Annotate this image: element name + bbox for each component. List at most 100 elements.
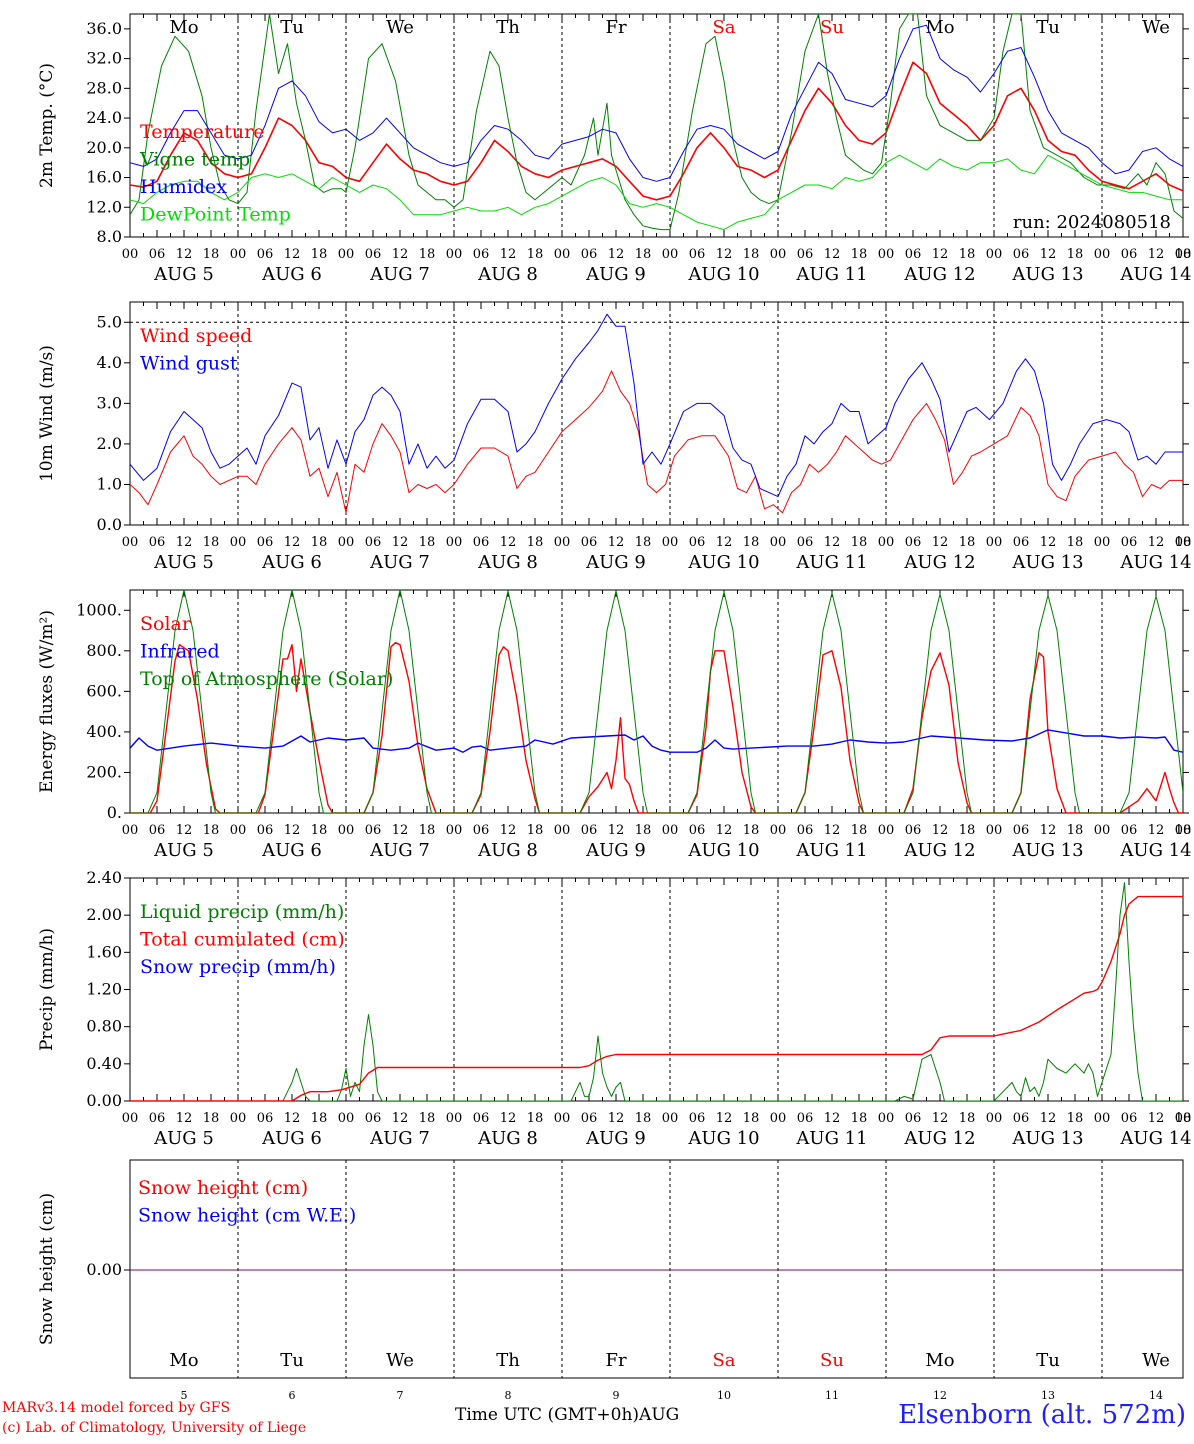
flux-date-label: AUG 14 <box>1119 840 1191 861</box>
temp-hour-label: 06 <box>797 247 814 262</box>
wind-hour-label: 00 <box>770 535 787 550</box>
snow-date-label: 6 <box>289 1389 296 1402</box>
temp-hour-label: 06 <box>905 247 922 262</box>
wind-date-label: AUG 6 <box>261 552 322 573</box>
wind-ylabel: 10m Wind (m/s) <box>37 345 57 482</box>
snow-day-label: We <box>386 1350 414 1371</box>
temp-hour-label: 18 <box>203 247 220 262</box>
flux-hour-label: 00 <box>878 823 895 838</box>
precip-legend-item: Snow precip (mm/h) <box>140 956 336 978</box>
precip-hour-label: 18 <box>1067 1111 1084 1126</box>
wind-hour-label: 06 <box>1121 535 1138 550</box>
precip-ytick-label: 0.80 <box>86 1017 122 1036</box>
precip-hour-label: 06 <box>365 1111 382 1126</box>
precip-hour-label: 00 <box>446 1111 463 1126</box>
flux-hour-label: 06 <box>1121 823 1138 838</box>
snow-day-label: Sa <box>712 1350 735 1371</box>
precip-hour-label: 00 <box>554 1111 571 1126</box>
flux-hour-label: 18 <box>1175 823 1192 838</box>
snow-date-label: 9 <box>613 1389 620 1402</box>
precip-hour-label: 00 <box>662 1111 679 1126</box>
wind-frame <box>129 301 1184 526</box>
flux-hour-label: 12 <box>824 823 841 838</box>
temp-hour-label: 12 <box>392 247 409 262</box>
flux-ytick-label: 800. <box>86 641 122 660</box>
snow-day-label: Mo <box>169 1350 198 1371</box>
snow-day-label: Tu <box>280 1350 304 1371</box>
snow-date-label: 12 <box>933 1389 947 1402</box>
flux-hour-label: 06 <box>581 823 598 838</box>
flux-legend-item: Solar <box>140 613 192 635</box>
wind-hour-label: 00 <box>338 535 355 550</box>
flux-ytick-label: 1000. <box>76 600 122 619</box>
wind-date-label: AUG 9 <box>585 552 646 573</box>
snow-date-label: 11 <box>825 1389 839 1402</box>
precip-series-line <box>130 882 1183 1101</box>
temp-date-label: AUG 14 <box>1119 264 1191 285</box>
temp-hour-label: 12 <box>176 247 193 262</box>
wind-hour-label: 06 <box>257 535 274 550</box>
wind-hour-label: 06 <box>581 535 598 550</box>
precip-hour-label: 12 <box>824 1111 841 1126</box>
temp-date-label: AUG 5 <box>153 264 214 285</box>
wind-hour-label: 12 <box>500 535 517 550</box>
temp-hour-label: 18 <box>635 247 652 262</box>
precip-date-label: AUG 13 <box>1011 1128 1083 1149</box>
wind-date-label: AUG 12 <box>903 552 975 573</box>
wind-hour-label: 12 <box>1040 535 1057 550</box>
wind-date-label: AUG 14 <box>1119 552 1191 573</box>
precip-date-label: AUG 5 <box>153 1128 214 1149</box>
flux-ylabel: Energy fluxes (W/m²) <box>37 610 57 793</box>
flux-hour-label: 00 <box>1175 823 1192 838</box>
temp-day-label: Th <box>496 17 520 38</box>
temp-day-label: Su <box>820 17 844 38</box>
precip-hour-label: 00 <box>230 1111 247 1126</box>
wind-date-label: AUG 7 <box>369 552 430 573</box>
snow-day-label: Fr <box>605 1350 626 1371</box>
flux-hour-label: 00 <box>122 823 139 838</box>
wind-hour-label: 12 <box>392 535 409 550</box>
flux-hour-label: 06 <box>257 823 274 838</box>
temp-series-line <box>130 154 1183 231</box>
wind-ytick-label: 3.0 <box>97 393 122 412</box>
precip-date-label: AUG 6 <box>261 1128 322 1149</box>
wind-date-label: AUG 5 <box>153 552 214 573</box>
wind-date-label: AUG 8 <box>477 552 538 573</box>
wind-hour-label: 00 <box>122 535 139 550</box>
temp-date-label: AUG 7 <box>369 264 430 285</box>
precip-hour-label: 12 <box>284 1111 301 1126</box>
wind-hour-label: 06 <box>905 535 922 550</box>
temp-hour-label: 00 <box>122 247 139 262</box>
wind-legend-item: Wind gust <box>140 353 238 375</box>
precip-ytick-label: 1.20 <box>86 980 122 999</box>
temp-hour-label: 06 <box>257 247 274 262</box>
temp-legend-item: Humidex <box>140 176 227 198</box>
precip-ytick-label: 2.40 <box>86 868 122 887</box>
flux-ytick-label: 200. <box>86 762 122 781</box>
flux-series-line <box>130 729 1183 753</box>
temp-day-label: Fr <box>605 17 626 38</box>
precip-hour-label: 06 <box>149 1111 166 1126</box>
snow-day-label: We <box>1142 1350 1170 1371</box>
precip-hour-label: 00 <box>986 1111 1003 1126</box>
flux-hour-label: 00 <box>986 823 1003 838</box>
temp-ytick-label: 16.0 <box>86 168 122 187</box>
temp-legend-item: Vigne temp <box>139 149 250 171</box>
temp-ytick-label: 24.0 <box>86 108 122 127</box>
precip-hour-label: 12 <box>1040 1111 1057 1126</box>
temp-hour-label: 06 <box>149 247 166 262</box>
precip-hour-label: 00 <box>1175 1111 1192 1126</box>
precip-date-label: AUG 9 <box>585 1128 646 1149</box>
precip-hour-label: 18 <box>1175 1111 1192 1126</box>
flux-hour-label: 12 <box>392 823 409 838</box>
precip-hour-label: 18 <box>527 1111 544 1126</box>
precip-legend-item: Total cumulated (cm) <box>140 929 345 951</box>
precip-series-line <box>130 895 1183 1101</box>
wind-hour-label: 00 <box>446 535 463 550</box>
temp-hour-label: 00 <box>986 247 1003 262</box>
snow-date-label: 5 <box>181 1389 188 1402</box>
temp-hour-label: 12 <box>284 247 301 262</box>
wind-series-line <box>130 313 1183 498</box>
